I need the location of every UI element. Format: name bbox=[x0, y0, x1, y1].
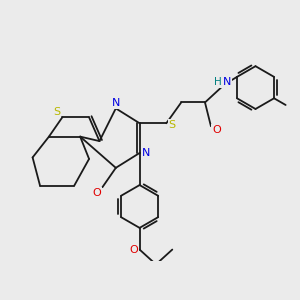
Text: S: S bbox=[53, 107, 61, 117]
Text: O: O bbox=[92, 188, 101, 197]
Text: H: H bbox=[214, 77, 222, 87]
Text: O: O bbox=[129, 244, 138, 255]
Text: S: S bbox=[169, 120, 176, 130]
Text: N: N bbox=[112, 98, 120, 108]
Text: N: N bbox=[223, 77, 232, 87]
Text: N: N bbox=[142, 148, 150, 158]
Text: O: O bbox=[212, 125, 221, 135]
